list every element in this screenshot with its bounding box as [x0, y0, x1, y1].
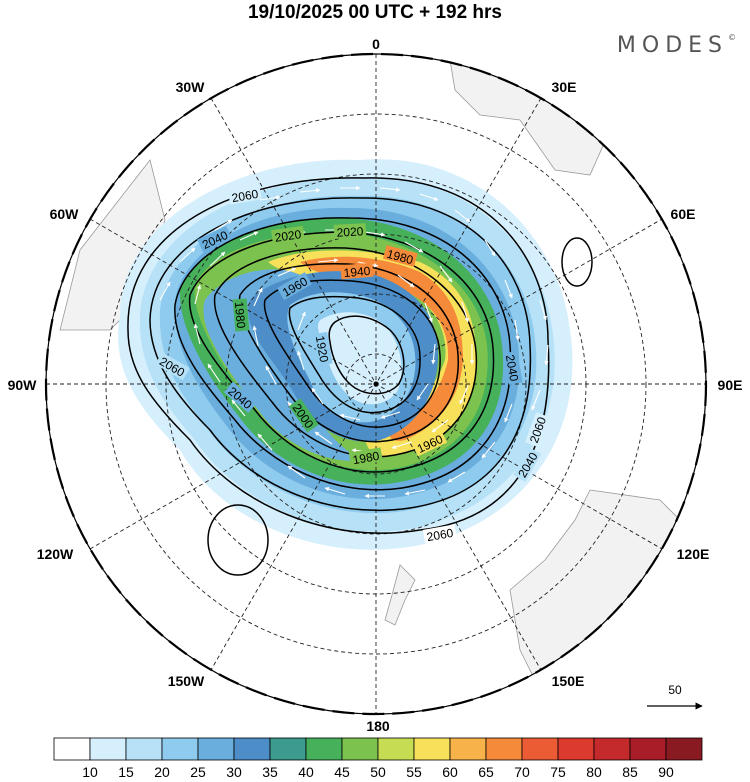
colorbar-swatch [593, 737, 631, 761]
colorbar-swatch [449, 737, 487, 761]
geopotential-contours [127, 177, 593, 576]
longitude-labels: 0 30E 60E 90E 120E 150E 180 150W 120W 90… [8, 36, 743, 734]
contour-label: 1940 [343, 264, 371, 280]
lon-label-150e: 150E [552, 673, 585, 689]
colorbar-swatch [521, 737, 559, 761]
lon-label-30w: 30W [176, 79, 206, 95]
lon-label-120w: 120W [37, 546, 74, 562]
contour-label: 2020 [274, 227, 303, 245]
lon-label-60w: 60W [50, 206, 80, 222]
colorbar-swatch [665, 737, 703, 761]
contour-label: 1920 [313, 335, 331, 364]
colorbar-tick-label: 90 [658, 764, 674, 780]
colorbar-swatch [125, 737, 163, 761]
lon-label-180: 180 [366, 718, 390, 734]
colorbar-tick-label: 70 [514, 764, 530, 780]
brand-name: MODES [616, 33, 728, 58]
lon-label-120e: 120E [677, 546, 710, 562]
lon-label-90e: 90E [718, 377, 743, 393]
land-new-zealand [384, 564, 416, 626]
colorbar-swatch [377, 737, 415, 761]
colorbar-tick-label: 40 [298, 764, 314, 780]
colorbar-tick-label: 25 [190, 764, 206, 780]
contour-label: 1980 [232, 301, 248, 329]
map-frame-dashes [44, 52, 708, 716]
colorbar-tick-label: 55 [406, 764, 422, 780]
colorbar-swatch [53, 737, 91, 761]
map-title: 19/10/2025 00 UTC + 192 hrs [247, 2, 503, 23]
lon-label-150w: 150W [168, 673, 205, 689]
colorbar-swatch [233, 737, 271, 761]
colorbar-swatch [557, 737, 595, 761]
colorbar-swatch [413, 737, 451, 761]
colorbar: 10 15 20 25 30 35 40 45 50 55 60 65 70 75 80 85 90 [53, 737, 703, 780]
lon-label-90w: 90W [8, 377, 38, 393]
colorbar-tick-label: 50 [370, 764, 386, 780]
colorbar-tick-label: 20 [154, 764, 170, 780]
colorbar-tick-label: 80 [586, 764, 602, 780]
contour-label: 1980 [352, 449, 381, 467]
colorbar-tick-label: 10 [82, 764, 98, 780]
colorbar-tick-label: 75 [550, 764, 566, 780]
wind-speed-shading [118, 159, 573, 550]
colorbar-swatch [305, 737, 343, 761]
colorbar-swatch [89, 737, 127, 761]
contour-label: 1980 [385, 247, 415, 268]
colorbar-swatch [341, 737, 379, 761]
lon-label-60e: 60E [671, 206, 696, 222]
colorbar-tick-label: 60 [442, 764, 458, 780]
colorbar-swatch [161, 737, 199, 761]
contour-label: 2060 [426, 526, 455, 544]
vector-reference-label: 50 [668, 683, 682, 697]
colorbar-tick-label: 35 [262, 764, 278, 780]
colorbar-tick-label: 30 [226, 764, 242, 780]
contour-label: 2060 [231, 187, 260, 205]
lon-label-0: 0 [372, 36, 380, 52]
copyright-mark: © [728, 33, 736, 42]
south-pole-marker [373, 381, 379, 387]
lon-label-30e: 30E [552, 79, 577, 95]
contour-label: 2020 [336, 224, 364, 239]
colorbar-swatch [629, 737, 667, 761]
colorbar-tick-label: 45 [334, 764, 350, 780]
colorbar-tick-label: 65 [478, 764, 494, 780]
vector-reference: 50 [647, 683, 703, 710]
colorbar-swatch [197, 737, 235, 761]
colorbar-tick-label: 15 [118, 764, 134, 780]
wind-vectors [159, 185, 549, 499]
contour-label: 2040 [503, 354, 521, 383]
brand-logo: MODES© [617, 33, 736, 58]
colorbar-tick-label: 85 [622, 764, 638, 780]
colorbar-swatch [269, 737, 307, 761]
colorbar-swatch [485, 737, 523, 761]
